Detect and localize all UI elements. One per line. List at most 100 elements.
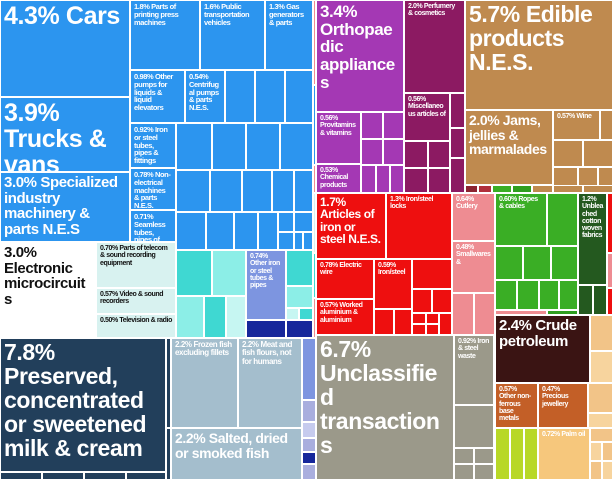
treemap-cell-filler[interactable]	[452, 293, 474, 335]
treemap-cell-filler[interactable]	[302, 464, 316, 480]
treemap-cell-5-7-edible-products-n-e-s[interactable]: 5.7% Edible products N.E.S.	[465, 0, 613, 110]
treemap-cell-0-59-iron-steel[interactable]: 0.59% Iron/steel	[374, 259, 412, 309]
treemap-cell-filler[interactable]	[176, 123, 212, 170]
treemap-cell-0-72-palm-oil[interactable]: 0.72% Palm oil	[538, 428, 590, 480]
treemap-cell-filler[interactable]	[428, 141, 450, 168]
treemap-cell-filler[interactable]	[602, 461, 613, 480]
treemap-cell-filler[interactable]	[512, 185, 532, 193]
treemap-cell-2-2-frozen-fish-excluding-fillets[interactable]: 2.2% Frozen fish excluding fillets	[171, 338, 238, 428]
treemap-cell-0-56-provitamins-vitamins[interactable]: 0.56% Provitamins & vitamins	[316, 112, 361, 164]
treemap-cell-filler[interactable]	[84, 472, 126, 480]
treemap-cell-filler[interactable]	[286, 308, 299, 320]
treemap-cell-filler[interactable]	[294, 232, 303, 250]
treemap-cell-2-2-salted-dried-or-smoked-fish[interactable]: 2.2% Salted, dried or smoked fish	[171, 428, 302, 480]
treemap-cell-filler[interactable]	[285, 70, 313, 123]
treemap-cell-filler[interactable]	[0, 472, 42, 480]
treemap-cell-filler[interactable]	[204, 296, 226, 338]
treemap-cell-filler[interactable]	[212, 250, 246, 296]
treemap-cell-1-7-articles-of-iron-or-steel-n-e-s[interactable]: 1.7% Articles of iron or steel N.E.S.	[316, 193, 386, 259]
treemap-cell-filler[interactable]	[212, 123, 246, 170]
treemap-cell-filler[interactable]	[280, 123, 313, 170]
treemap-cell-filler[interactable]	[242, 170, 272, 212]
treemap-cell-filler[interactable]	[313, 193, 316, 253]
treemap-cell-filler[interactable]	[286, 250, 313, 286]
treemap-cell-1-8-parts-of-printing-press-machines[interactable]: 1.8% Parts of printing press machines	[130, 0, 200, 70]
treemap-cell-0-57-wine[interactable]: 0.57% Wine	[553, 110, 600, 140]
treemap-cell-filler[interactable]	[553, 140, 583, 167]
treemap-cell-filler[interactable]	[313, 298, 316, 338]
treemap-cell-0-57-other-non-ferrous-base-metals[interactable]: 0.57% Other non-ferrous base metals	[495, 383, 538, 428]
treemap-cell-filler[interactable]	[206, 212, 234, 250]
treemap-cell-filler[interactable]	[551, 246, 578, 280]
treemap-cell-filler[interactable]	[510, 428, 524, 480]
treemap-cell-filler[interactable]	[176, 250, 212, 296]
treemap-cell-filler[interactable]	[166, 338, 171, 428]
treemap-cell-filler[interactable]	[523, 246, 551, 280]
treemap-cell-filler[interactable]	[602, 442, 613, 461]
treemap-cell-filler[interactable]	[454, 464, 474, 480]
treemap-cell-filler[interactable]	[412, 259, 452, 289]
treemap-cell-filler[interactable]	[361, 112, 383, 139]
treemap-cell-3-9-trucks-vans[interactable]: 3.9% Trucks & vans	[0, 97, 130, 172]
treemap-cell-filler[interactable]	[234, 212, 258, 250]
treemap-cell-filler[interactable]	[278, 212, 294, 232]
treemap-cell-1-2-unbleached-cotton-woven-fabrics[interactable]: 1.2% Unbleached cotton woven fabrics	[578, 193, 607, 285]
treemap-cell-filler[interactable]	[583, 185, 613, 193]
treemap-cell-filler[interactable]	[553, 185, 583, 193]
treemap-cell-1-6-public-transportation-vehicles[interactable]: 1.6% Public transportation vehicles	[200, 0, 265, 70]
treemap-cell-0-64-cutlery[interactable]: 0.64% Cutlery	[452, 193, 495, 241]
treemap-cell-filler[interactable]	[176, 296, 204, 338]
treemap-cell-filler[interactable]	[588, 413, 613, 428]
treemap-cell-filler[interactable]	[313, 85, 316, 165]
treemap-cell-0-98-other-pumps-for-liquids-liquid-elev[interactable]: 0.98% Other pumps for liquids & liquid e…	[130, 70, 185, 123]
treemap-cell-0-78-non-electrical-machines-parts-n-e-s[interactable]: 0.78% Non-electrical machines & parts N.…	[130, 168, 176, 210]
treemap-cell-filler[interactable]	[590, 351, 613, 383]
treemap-cell-0-78-electric-wire[interactable]: 0.78% Electric wire	[316, 259, 374, 299]
treemap-cell-filler[interactable]	[404, 141, 428, 168]
treemap-cell-filler[interactable]	[607, 193, 613, 253]
treemap-cell-filler[interactable]	[539, 280, 559, 310]
treemap-cell-0-50-television-radio[interactable]: 0.50% Television & radio	[96, 314, 176, 338]
treemap-cell-filler[interactable]	[376, 165, 390, 193]
treemap-cell-0-70-parts-of-telecom-sound-recording-eq[interactable]: 0.70% Parts of telecom & sound recording…	[96, 242, 176, 288]
treemap-cell-filler[interactable]	[450, 93, 465, 128]
treemap-cell-filler[interactable]	[294, 212, 313, 232]
treemap-cell-filler[interactable]	[600, 110, 613, 140]
treemap-cell-filler[interactable]	[474, 464, 494, 480]
treemap-cell-3-0-electronic-microcircuits[interactable]: 3.0% Electronic microcircuits	[0, 242, 96, 338]
treemap-cell-filler[interactable]	[495, 280, 517, 310]
treemap-cell-filler[interactable]	[450, 158, 465, 193]
treemap-cell-filler[interactable]	[302, 400, 316, 422]
treemap-cell-filler[interactable]	[590, 442, 602, 461]
treemap-cell-filler[interactable]	[302, 422, 316, 438]
treemap-cell-filler[interactable]	[412, 313, 426, 324]
treemap-cell-filler[interactable]	[495, 428, 510, 480]
treemap-cell-filler[interactable]	[286, 320, 313, 338]
treemap-cell-filler[interactable]	[302, 338, 316, 400]
treemap-cell-filler[interactable]	[593, 285, 607, 315]
treemap-cell-filler[interactable]	[246, 320, 286, 338]
treemap-cell-filler[interactable]	[313, 165, 316, 193]
treemap-cell-filler[interactable]	[294, 170, 313, 212]
treemap-cell-filler[interactable]	[428, 168, 450, 193]
treemap-cell-filler[interactable]	[394, 309, 412, 335]
treemap-cell-0-48-smallwares[interactable]: 0.48% Smallwares &	[452, 241, 495, 293]
treemap-cell-filler[interactable]	[495, 310, 547, 315]
treemap-cell-filler[interactable]	[42, 472, 84, 480]
treemap-cell-0-47-precious-jewellery[interactable]: 0.47% Precious jewellery	[538, 383, 588, 428]
treemap-cell-filler[interactable]	[492, 185, 512, 193]
treemap-cell-filler[interactable]	[361, 165, 376, 193]
treemap-cell-filler[interactable]	[383, 139, 404, 165]
treemap-cell-filler[interactable]	[474, 293, 495, 335]
treemap-cell-2-0-perfumery-cosmetics[interactable]: 2.0% Perfumery & cosmetics	[404, 0, 465, 93]
treemap-cell-filler[interactable]	[302, 438, 316, 452]
treemap-cell-filler[interactable]	[412, 324, 426, 335]
treemap-cell-filler[interactable]	[404, 168, 428, 193]
treemap-cell-filler[interactable]	[374, 309, 394, 335]
treemap-cell-filler[interactable]	[559, 280, 578, 310]
treemap-cell-filler[interactable]	[590, 461, 602, 480]
treemap-cell-filler[interactable]	[210, 170, 242, 212]
treemap-cell-filler[interactable]	[426, 313, 439, 324]
treemap-cell-filler[interactable]	[588, 383, 613, 413]
treemap-cell-1-3-gas-generators-parts[interactable]: 1.3% Gas generators & parts	[265, 0, 313, 70]
